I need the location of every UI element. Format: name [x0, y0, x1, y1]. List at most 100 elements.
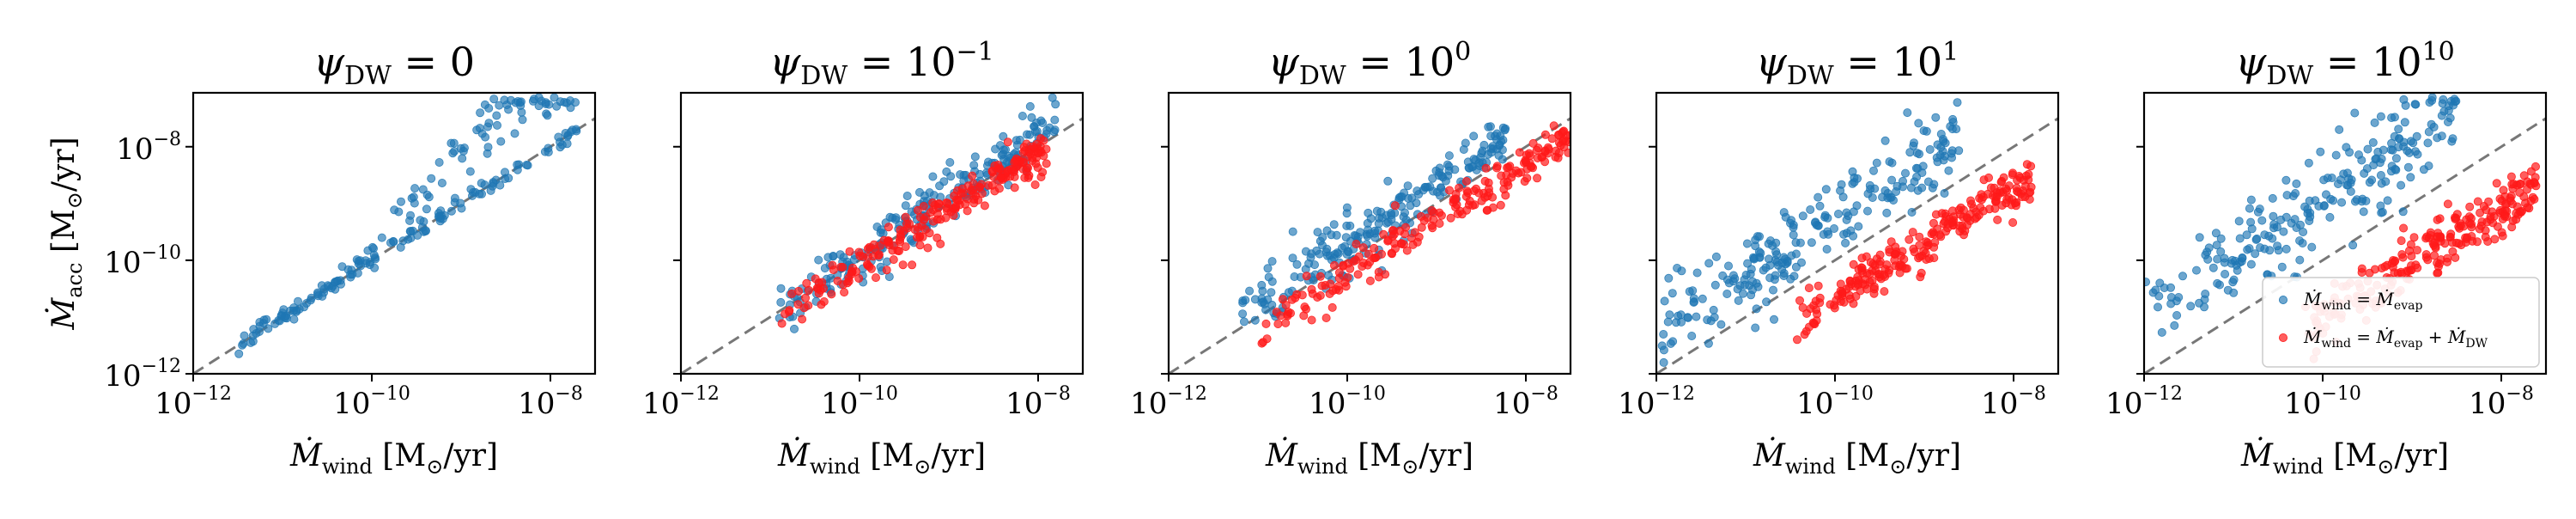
point-evap [2204, 243, 2214, 253]
point-dw [2451, 213, 2461, 223]
title-equals: = [2313, 39, 2372, 85]
point-dw [1959, 205, 1968, 215]
point-dw [1577, 133, 1585, 141]
point-dw [828, 260, 837, 270]
tick-exponent: −10 [142, 242, 181, 264]
point-dw [1370, 243, 1379, 253]
point-evap [2444, 106, 2453, 115]
point-dw [1261, 319, 1271, 328]
reference-line-1to1 [1656, 117, 2058, 374]
point-evap [483, 149, 492, 158]
point-evap [513, 97, 523, 107]
point-evap [2361, 196, 2371, 205]
point-evap [404, 235, 413, 244]
point-evap [1868, 166, 1878, 175]
point-evap [956, 170, 965, 180]
point-dw [926, 208, 935, 217]
xlabel-main: Ṁ [2240, 437, 2274, 473]
point-dw [1554, 130, 1564, 139]
point-dw [1929, 229, 1939, 239]
point-dw [1307, 315, 1316, 325]
xlabel-unit-end: /yr] [1419, 438, 1473, 473]
point-dw [1272, 307, 1281, 316]
point-evap [1350, 230, 1359, 240]
x-tick-label: 10−8 [1005, 383, 1071, 421]
point-dw [2002, 194, 2012, 204]
point-evap [1786, 216, 1795, 225]
point-evap [496, 137, 506, 146]
point-evap [486, 186, 495, 195]
point-evap [1833, 209, 1843, 218]
point-dw [2433, 268, 2443, 278]
x-tick-label: 10−10 [821, 383, 898, 421]
point-evap [427, 174, 436, 183]
point-evap [1888, 195, 1898, 205]
legend-rhs-sub: evap [2394, 337, 2423, 351]
point-evap [1842, 229, 1851, 238]
axes-frame [191, 91, 597, 376]
point-dw [1353, 270, 1363, 279]
point-dw [2519, 171, 2529, 180]
point-evap [293, 296, 302, 306]
point-dw [1388, 231, 1397, 241]
point-evap [1688, 286, 1698, 296]
point-evap [1753, 232, 1762, 241]
point-evap [1030, 122, 1039, 131]
y-tick-label: 10−8 [116, 129, 181, 167]
point-dw [2406, 240, 2415, 249]
point-evap [814, 255, 823, 265]
point-dw [2365, 268, 2374, 278]
point-dw [2498, 214, 2507, 223]
title-psi: ψ [769, 39, 801, 85]
point-dw [1577, 110, 1585, 118]
point-dw [1451, 203, 1461, 212]
point-evap [2178, 272, 2187, 281]
point-dw [1540, 130, 1550, 139]
point-dw [1379, 229, 1388, 239]
point-dw [1896, 251, 1905, 260]
title-equals: = [1346, 39, 1405, 85]
point-dw [883, 236, 892, 246]
point-evap [1711, 252, 1721, 261]
point-evap [2350, 108, 2360, 118]
point-evap [2370, 118, 2379, 127]
point-dw [2483, 236, 2493, 246]
point-dw [1547, 134, 1557, 143]
x-tick-label: 10−10 [1309, 383, 1386, 421]
point-dw [1838, 287, 1847, 296]
point-evap [2246, 260, 2256, 269]
point-dw [1428, 223, 1437, 233]
point-evap [1710, 313, 1719, 322]
point-dw [2443, 253, 2452, 263]
point-evap [489, 95, 499, 104]
point-evap [353, 268, 362, 278]
point-evap [2292, 179, 2301, 188]
point-evap [1025, 101, 1035, 111]
point-dw [1992, 192, 2002, 201]
point-evap [317, 281, 326, 290]
point-dw [1582, 134, 1589, 142]
point-dw [2484, 197, 2494, 206]
point-evap [2383, 196, 2392, 205]
point-evap [2264, 231, 2274, 241]
x-axis-label: Ṁwind [M⊙/yr] [2240, 437, 2449, 479]
point-evap [1724, 261, 1734, 271]
point-dw [1352, 255, 1361, 265]
tick-exponent: −8 [2018, 383, 2045, 405]
point-evap [424, 192, 434, 202]
point-evap [1810, 218, 1820, 228]
point-evap [1660, 296, 1669, 306]
point-evap [1036, 116, 1046, 125]
point-evap [902, 191, 912, 200]
point-dw [941, 213, 951, 223]
point-evap [2170, 321, 2179, 330]
point-evap [405, 211, 415, 220]
point-dw [1036, 172, 1046, 181]
point-evap [872, 222, 882, 231]
point-evap [571, 125, 580, 134]
point-evap [276, 311, 286, 321]
title-psi: ψ [2235, 39, 2267, 85]
point-evap [1478, 146, 1487, 156]
point-evap [1734, 296, 1743, 305]
